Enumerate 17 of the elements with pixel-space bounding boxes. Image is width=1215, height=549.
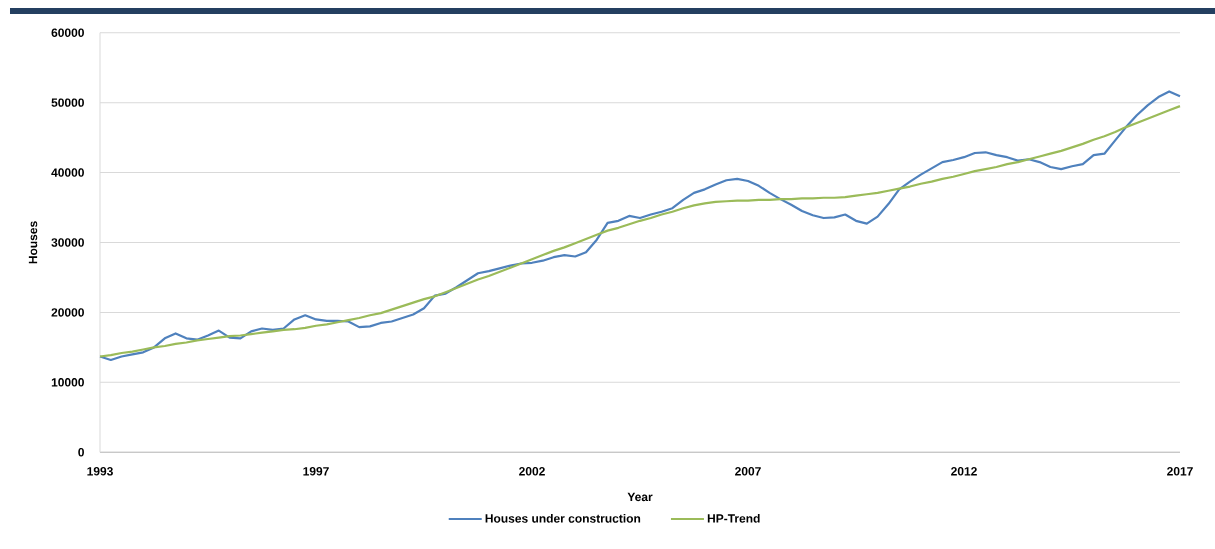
legend-label: Houses under construction [485,513,641,523]
y-tick-label: 0 [78,448,84,457]
y-tick-label: 40000 [51,168,84,177]
x-tick-label: 1997 [303,467,329,476]
y-tick-label: 60000 [51,28,84,37]
y-tick-label: 50000 [51,98,84,107]
y-tick-label: 20000 [51,308,84,317]
x-tick-label: 2007 [735,467,761,476]
x-tick-label: 1993 [87,467,113,476]
x-tick-label: 2002 [519,467,545,476]
x-axis-title: Year [627,492,653,502]
x-tick-label: 2012 [951,467,977,476]
y-axis-title: Houses [28,221,38,264]
y-tick-label: 30000 [51,238,84,247]
y-tick-label: 10000 [51,378,84,387]
x-tick-label: 2017 [1167,467,1193,476]
legend-label: HP-Trend [707,513,760,523]
